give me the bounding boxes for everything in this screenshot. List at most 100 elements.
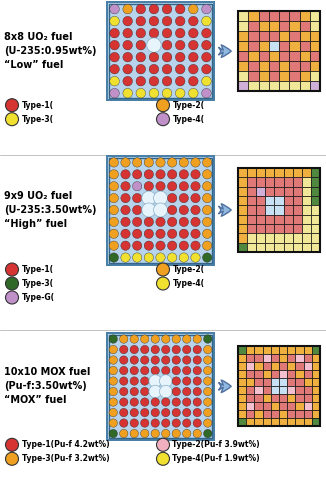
Bar [302, 186, 311, 196]
Bar [263, 386, 271, 394]
Bar [238, 410, 246, 418]
Circle shape [147, 38, 161, 52]
Circle shape [172, 388, 181, 396]
Bar [238, 71, 248, 81]
Bar [284, 178, 293, 186]
Bar [295, 410, 304, 418]
Circle shape [6, 263, 19, 276]
Circle shape [109, 182, 118, 191]
Circle shape [162, 88, 172, 98]
Bar [310, 31, 320, 41]
Circle shape [132, 229, 142, 238]
Circle shape [141, 335, 149, 343]
Circle shape [151, 366, 159, 375]
Bar [254, 362, 263, 370]
Bar [295, 362, 304, 370]
Circle shape [120, 430, 128, 438]
Circle shape [156, 170, 165, 179]
Circle shape [202, 170, 212, 179]
Circle shape [179, 229, 188, 238]
Bar [247, 186, 256, 196]
Circle shape [132, 217, 142, 226]
Bar [248, 71, 259, 81]
Circle shape [156, 253, 165, 262]
Circle shape [141, 377, 149, 385]
Circle shape [193, 419, 201, 427]
Bar [302, 168, 311, 177]
Circle shape [121, 206, 130, 214]
Circle shape [144, 182, 154, 191]
Circle shape [179, 206, 188, 214]
Circle shape [110, 28, 119, 38]
Circle shape [168, 170, 177, 179]
Circle shape [109, 217, 118, 226]
Bar [238, 178, 247, 186]
Bar [310, 21, 320, 31]
Bar [271, 386, 279, 394]
Bar [106, 154, 215, 266]
Circle shape [162, 419, 170, 427]
Bar [274, 224, 284, 234]
Circle shape [191, 182, 200, 191]
Circle shape [121, 194, 130, 203]
Bar [279, 61, 289, 71]
Circle shape [156, 112, 170, 126]
Bar [247, 214, 256, 224]
Bar [287, 346, 295, 354]
Circle shape [188, 64, 198, 74]
Circle shape [175, 88, 185, 98]
Circle shape [130, 335, 139, 343]
Bar [274, 206, 284, 214]
Circle shape [123, 76, 132, 86]
Circle shape [151, 356, 159, 364]
Text: Type-2(Pu-f 3.9wt%): Type-2(Pu-f 3.9wt%) [172, 440, 260, 450]
Circle shape [121, 158, 130, 167]
Bar [238, 362, 246, 370]
Bar [279, 394, 287, 402]
Bar [284, 242, 293, 252]
Bar [300, 41, 310, 51]
Circle shape [144, 229, 154, 238]
Circle shape [123, 28, 132, 38]
Circle shape [141, 346, 149, 354]
Circle shape [172, 419, 181, 427]
Bar [263, 394, 271, 402]
Bar [259, 31, 269, 41]
Circle shape [151, 430, 159, 438]
Bar [256, 224, 265, 234]
Bar [304, 402, 312, 410]
Circle shape [144, 158, 154, 167]
Circle shape [6, 452, 19, 466]
Bar [269, 41, 279, 51]
Bar [248, 81, 259, 91]
Bar [247, 242, 256, 252]
Bar [312, 362, 320, 370]
Bar [293, 234, 302, 242]
Circle shape [193, 377, 201, 385]
Bar [238, 186, 247, 196]
Bar [295, 370, 304, 378]
Bar [263, 362, 271, 370]
Circle shape [132, 158, 142, 167]
Circle shape [191, 217, 200, 226]
Bar [238, 224, 247, 234]
Bar [271, 362, 279, 370]
Bar [274, 186, 284, 196]
Bar [259, 11, 269, 21]
Circle shape [141, 408, 149, 417]
Bar [238, 81, 248, 91]
Circle shape [183, 388, 191, 396]
Bar [304, 346, 312, 354]
Bar [279, 378, 287, 386]
Bar [279, 410, 287, 418]
Bar [247, 178, 256, 186]
Bar [304, 378, 312, 386]
Bar [256, 206, 265, 214]
Bar [279, 386, 287, 394]
Text: Type-4(: Type-4( [172, 279, 205, 288]
Circle shape [162, 4, 172, 14]
Bar [302, 214, 311, 224]
Bar [312, 346, 320, 354]
Circle shape [156, 438, 170, 452]
Circle shape [120, 419, 128, 427]
